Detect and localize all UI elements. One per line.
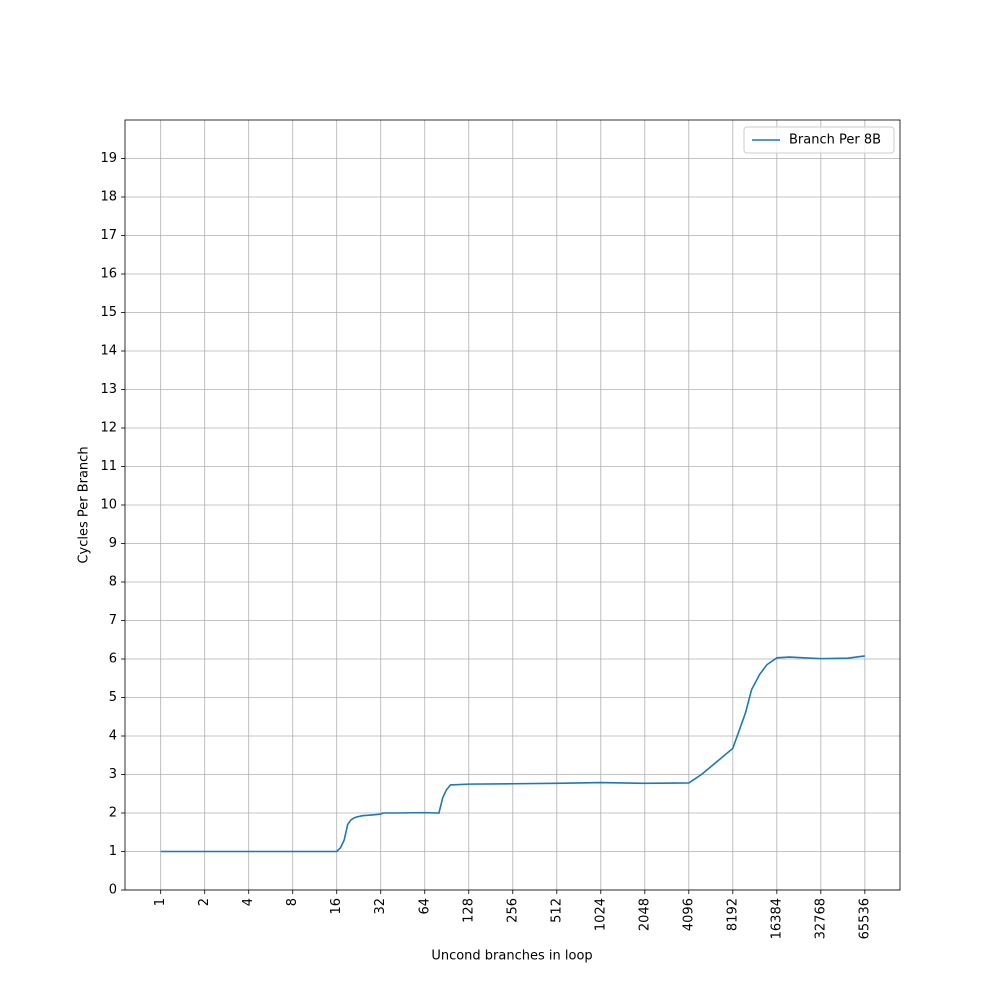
y-tick-label: 7 bbox=[109, 613, 117, 628]
y-tick-label: 18 bbox=[100, 190, 117, 205]
y-tick-label: 17 bbox=[100, 228, 117, 243]
y-tick-label: 0 bbox=[109, 883, 117, 898]
x-tick-label: 8192 bbox=[725, 898, 740, 931]
x-tick-label: 65536 bbox=[857, 898, 872, 939]
x-tick-label: 4 bbox=[241, 898, 256, 906]
y-tick-label: 9 bbox=[109, 536, 117, 551]
x-tick-label: 32768 bbox=[813, 898, 828, 939]
x-tick-label: 16384 bbox=[769, 898, 784, 939]
y-tick-label: 13 bbox=[100, 382, 117, 397]
x-tick-label: 8 bbox=[285, 898, 300, 906]
y-tick-label: 3 bbox=[109, 767, 117, 782]
legend-box bbox=[743, 126, 895, 154]
y-tick-label: 12 bbox=[100, 421, 117, 436]
x-tick-label: 16 bbox=[329, 898, 344, 915]
y-tick-label: 8 bbox=[109, 575, 117, 590]
y-tick-label: 4 bbox=[109, 729, 117, 744]
y-tick-label: 15 bbox=[100, 305, 117, 320]
x-tick-label: 1024 bbox=[593, 898, 608, 931]
x-tick-label: 4096 bbox=[681, 898, 696, 931]
x-tick-label: 128 bbox=[461, 898, 476, 923]
y-axis-label: Cycles Per Branch bbox=[77, 446, 92, 563]
y-tick-label: 5 bbox=[109, 690, 117, 705]
x-tick-label: 2048 bbox=[637, 898, 652, 931]
x-tick-label: 2 bbox=[197, 898, 212, 906]
x-tick-label: 32 bbox=[373, 898, 388, 915]
y-tick-label: 1 bbox=[109, 844, 117, 859]
y-tick-label: 6 bbox=[109, 652, 117, 667]
x-axis-label: Uncond branches in loop bbox=[431, 949, 592, 964]
x-tick-label: 512 bbox=[549, 898, 564, 923]
x-tick-label: 1 bbox=[153, 898, 168, 906]
y-tick-label: 11 bbox=[100, 459, 117, 474]
data-line bbox=[160, 655, 865, 853]
x-tick-label: 64 bbox=[417, 898, 432, 915]
y-tick-label: 10 bbox=[100, 498, 117, 513]
x-tick-label: 256 bbox=[505, 898, 520, 923]
y-tick-label: 14 bbox=[100, 344, 117, 359]
plot-area bbox=[125, 120, 900, 891]
legend-label: Branch Per 8B bbox=[789, 133, 881, 148]
y-tick-label: 2 bbox=[109, 806, 117, 821]
y-tick-label: 16 bbox=[100, 267, 117, 282]
y-tick-label: 19 bbox=[100, 151, 117, 166]
